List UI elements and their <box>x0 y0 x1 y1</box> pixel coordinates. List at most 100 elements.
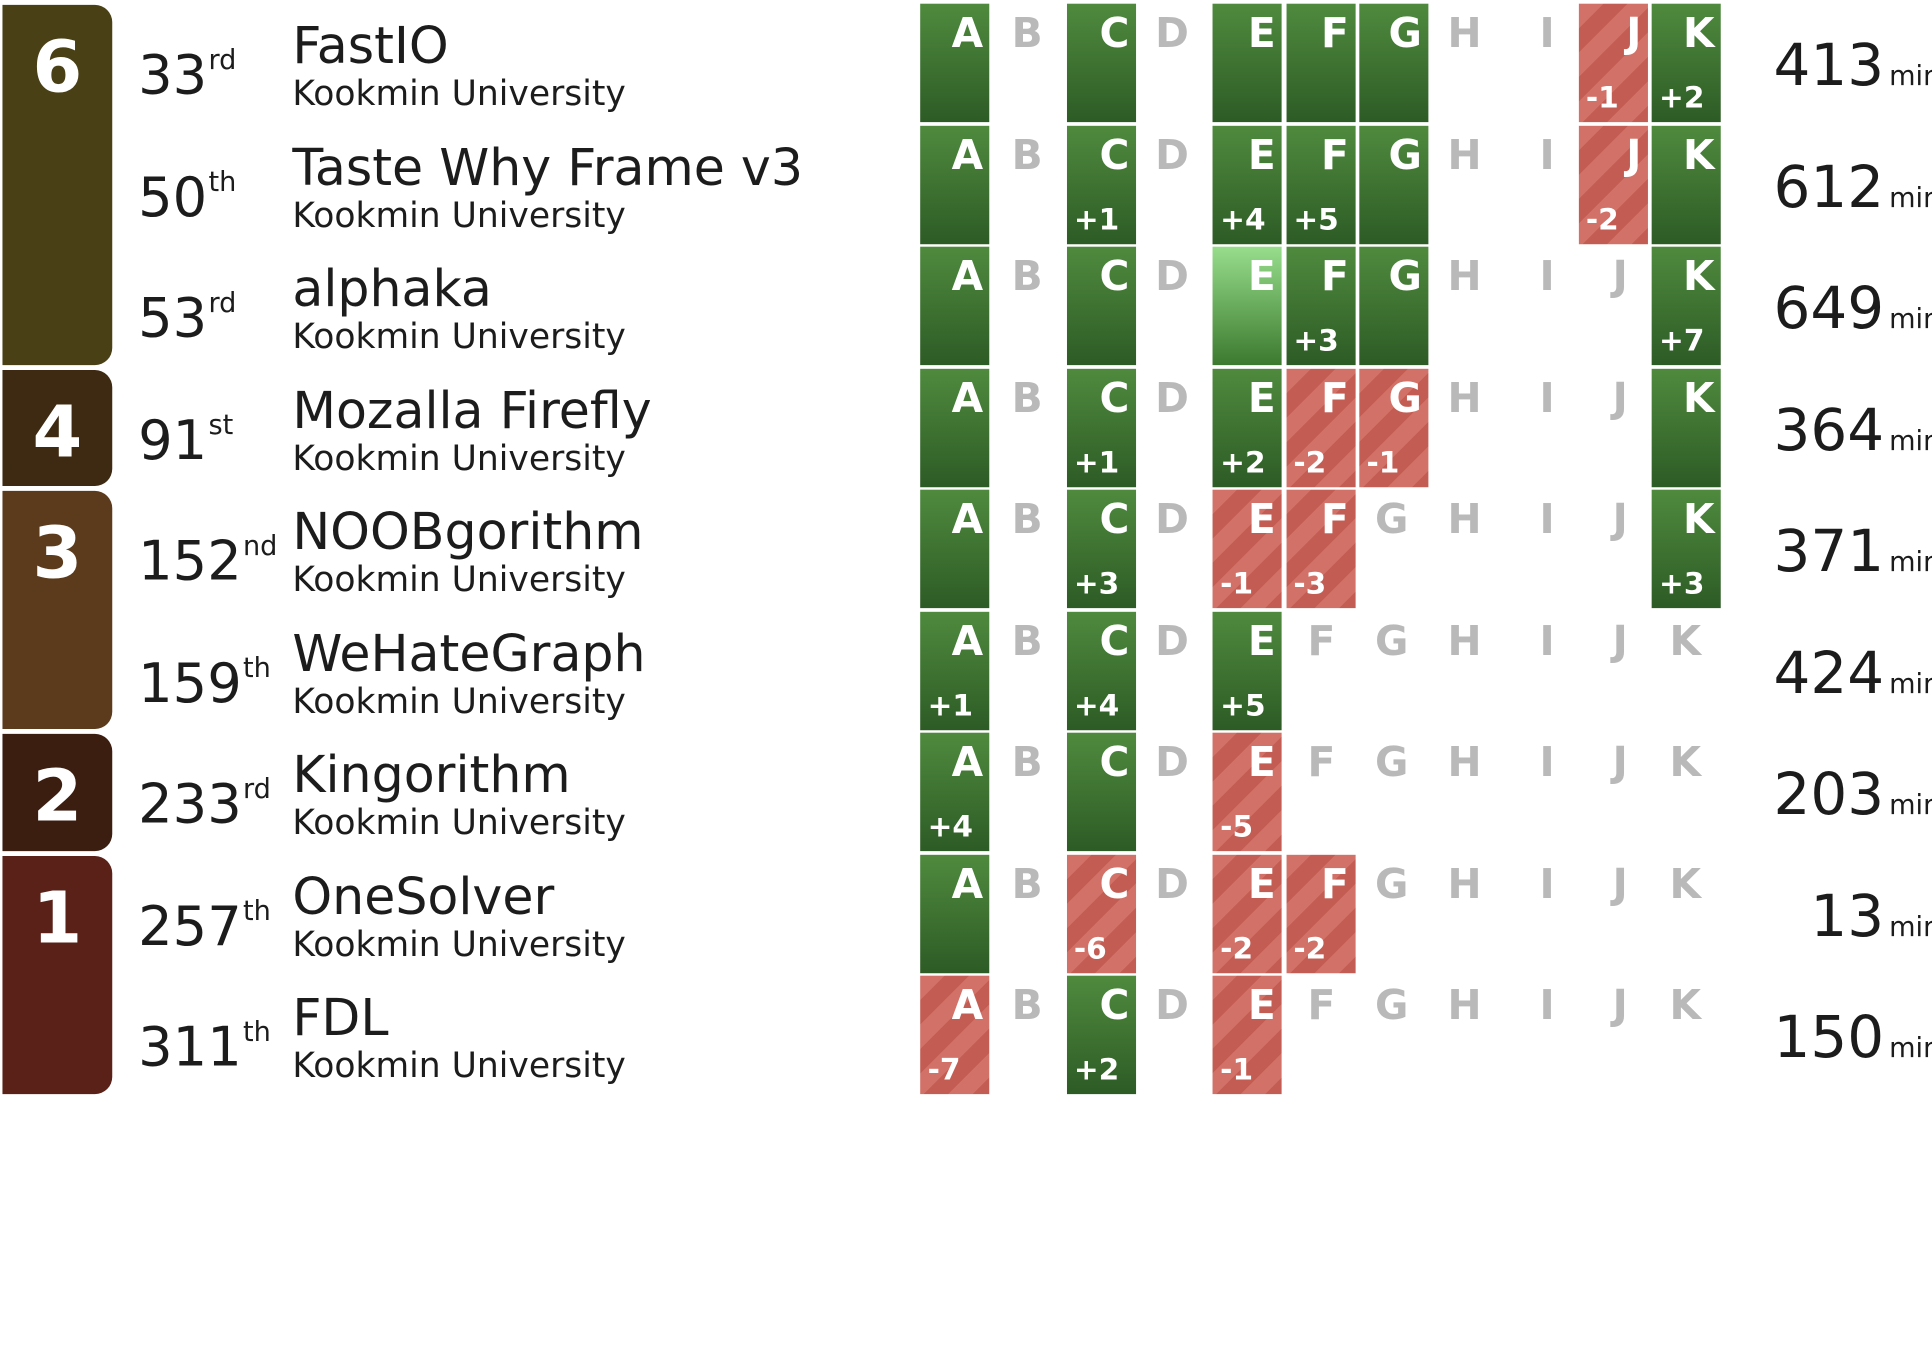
problem-cell-e[interactable]: E -5 <box>1212 732 1282 852</box>
problem-cell-c[interactable]: C <box>1066 246 1136 366</box>
problem-cell-c[interactable]: C +4 <box>1066 611 1136 730</box>
problem-cell-k[interactable]: K <box>1651 368 1721 487</box>
problem-cell-f[interactable]: F -3 <box>1285 489 1355 609</box>
problem-cell-k[interactable]: K <box>1652 611 1721 729</box>
problem-cell-d[interactable]: D <box>1140 976 1209 1094</box>
problem-cell-b[interactable]: B <box>993 854 1062 972</box>
problem-cell-i[interactable]: I <box>1505 611 1574 729</box>
problem-cell-e[interactable]: E +4 <box>1212 125 1282 244</box>
problem-cell-k[interactable]: K <box>1651 125 1721 244</box>
problem-cell-a[interactable]: A <box>920 246 990 366</box>
problem-cell-i[interactable]: I <box>1505 490 1574 608</box>
problem-cell-d[interactable]: D <box>1140 368 1209 486</box>
problem-cell-e[interactable]: E -2 <box>1212 854 1282 973</box>
problem-cell-g[interactable]: G <box>1359 733 1428 851</box>
problem-cell-d[interactable]: D <box>1140 854 1209 972</box>
problem-cell-i[interactable]: I <box>1505 368 1574 486</box>
problem-cell-d[interactable]: D <box>1140 733 1209 851</box>
problem-cell-j[interactable]: J <box>1578 247 1647 365</box>
problem-cell-b[interactable]: B <box>993 733 1062 851</box>
problem-cell-a[interactable]: A -7 <box>920 975 990 1095</box>
problem-cell-b[interactable]: B <box>993 611 1062 729</box>
problem-cell-j[interactable]: J -2 <box>1578 125 1648 244</box>
problem-cell-h[interactable]: H <box>1432 490 1501 608</box>
team-row[interactable]: 53rd alphaka Kookmin University A B C D E F +3… <box>0 243 1932 366</box>
problem-cell-d[interactable]: D <box>1140 247 1209 365</box>
problem-cell-e[interactable]: E <box>1212 3 1282 123</box>
problem-cell-c[interactable]: C +1 <box>1066 368 1136 487</box>
problem-cell-f[interactable]: F <box>1286 733 1355 851</box>
problem-cell-h[interactable]: H <box>1432 247 1501 365</box>
team-row[interactable]: 50th Taste Why Frame v3 Kookmin Universi… <box>0 121 1932 244</box>
problem-cell-f[interactable]: F -2 <box>1285 854 1355 973</box>
problem-cell-b[interactable]: B <box>993 125 1062 243</box>
problem-cell-e[interactable]: E <box>1212 246 1282 366</box>
problem-cell-k[interactable]: K <box>1652 854 1721 972</box>
problem-cell-a[interactable]: A <box>920 3 990 123</box>
problem-cell-j[interactable]: J <box>1578 733 1647 851</box>
problem-cell-j[interactable]: J <box>1578 854 1647 972</box>
problem-cell-g[interactable]: G <box>1359 125 1429 244</box>
problem-cell-e[interactable]: E -1 <box>1212 975 1282 1095</box>
problem-cell-f[interactable]: F <box>1286 611 1355 729</box>
problem-cell-k[interactable]: K +3 <box>1651 489 1721 609</box>
problem-cell-b[interactable]: B <box>993 247 1062 365</box>
problem-cell-d[interactable]: D <box>1140 611 1209 729</box>
problem-cell-g[interactable]: G <box>1359 3 1429 123</box>
problem-cell-h[interactable]: H <box>1432 125 1501 243</box>
team-row[interactable]: 311th FDL Kookmin University A -7 B C +2 D E -1… <box>0 972 1932 1095</box>
problem-cell-g[interactable]: G <box>1359 490 1428 608</box>
problem-cell-c[interactable]: C <box>1066 3 1136 123</box>
problem-cell-b[interactable]: B <box>993 976 1062 1094</box>
problem-cell-j[interactable]: J <box>1578 490 1647 608</box>
team-row[interactable]: 233rd Kingorithm Kookmin University A +4 B… <box>0 729 1932 852</box>
problem-cell-h[interactable]: H <box>1432 4 1501 122</box>
problem-cell-a[interactable]: A <box>920 368 990 487</box>
problem-cell-h[interactable]: H <box>1432 976 1501 1094</box>
team-row[interactable]: 91st Mozalla Firefly Kookmin University … <box>0 364 1932 487</box>
problem-cell-k[interactable]: K +2 <box>1651 3 1721 123</box>
problem-cell-c[interactable]: C <box>1066 732 1136 852</box>
problem-cell-a[interactable]: A +4 <box>920 732 990 852</box>
problem-cell-g[interactable]: G -1 <box>1359 368 1429 487</box>
problem-cell-i[interactable]: I <box>1505 125 1574 243</box>
problem-cell-h[interactable]: H <box>1432 733 1501 851</box>
problem-cell-f[interactable]: F +3 <box>1285 246 1355 366</box>
problem-cell-h[interactable]: H <box>1432 611 1501 729</box>
problem-cell-i[interactable]: I <box>1505 733 1574 851</box>
problem-cell-g[interactable]: G <box>1359 976 1428 1094</box>
problem-cell-g[interactable]: G <box>1359 854 1428 972</box>
problem-cell-b[interactable]: B <box>993 490 1062 608</box>
problem-cell-e[interactable]: E -1 <box>1212 489 1282 609</box>
problem-cell-f[interactable]: F <box>1286 976 1355 1094</box>
problem-cell-a[interactable]: A <box>920 489 990 609</box>
problem-cell-j[interactable]: J <box>1578 611 1647 729</box>
problem-cell-d[interactable]: D <box>1140 4 1209 122</box>
problem-cell-i[interactable]: I <box>1505 4 1574 122</box>
problem-cell-j[interactable]: J <box>1578 976 1647 1094</box>
problem-cell-h[interactable]: H <box>1432 368 1501 486</box>
problem-cell-j[interactable]: J <box>1578 368 1647 486</box>
problem-cell-b[interactable]: B <box>993 368 1062 486</box>
problem-cell-a[interactable]: A +1 <box>920 611 990 730</box>
problem-cell-i[interactable]: I <box>1505 976 1574 1094</box>
problem-cell-i[interactable]: I <box>1505 247 1574 365</box>
problem-cell-c[interactable]: C +2 <box>1066 975 1136 1095</box>
problem-cell-g[interactable]: G <box>1359 611 1428 729</box>
problem-cell-j[interactable]: J -1 <box>1578 3 1648 123</box>
problem-cell-d[interactable]: D <box>1140 125 1209 243</box>
problem-cell-h[interactable]: H <box>1432 854 1501 972</box>
problem-cell-k[interactable]: K <box>1652 976 1721 1094</box>
problem-cell-b[interactable]: B <box>993 4 1062 122</box>
problem-cell-k[interactable]: K +7 <box>1651 246 1721 366</box>
team-row[interactable]: 257th OneSolver Kookmin University A B C -6… <box>0 850 1932 973</box>
team-row[interactable]: 159th WeHateGraph Kookmin University A +1… <box>0 607 1932 730</box>
problem-cell-e[interactable]: E +5 <box>1212 611 1282 730</box>
problem-cell-k[interactable]: K <box>1652 733 1721 851</box>
problem-cell-d[interactable]: D <box>1140 490 1209 608</box>
problem-cell-c[interactable]: C -6 <box>1066 854 1136 973</box>
problem-cell-a[interactable]: A <box>920 125 990 244</box>
problem-cell-f[interactable]: F +5 <box>1285 125 1355 244</box>
